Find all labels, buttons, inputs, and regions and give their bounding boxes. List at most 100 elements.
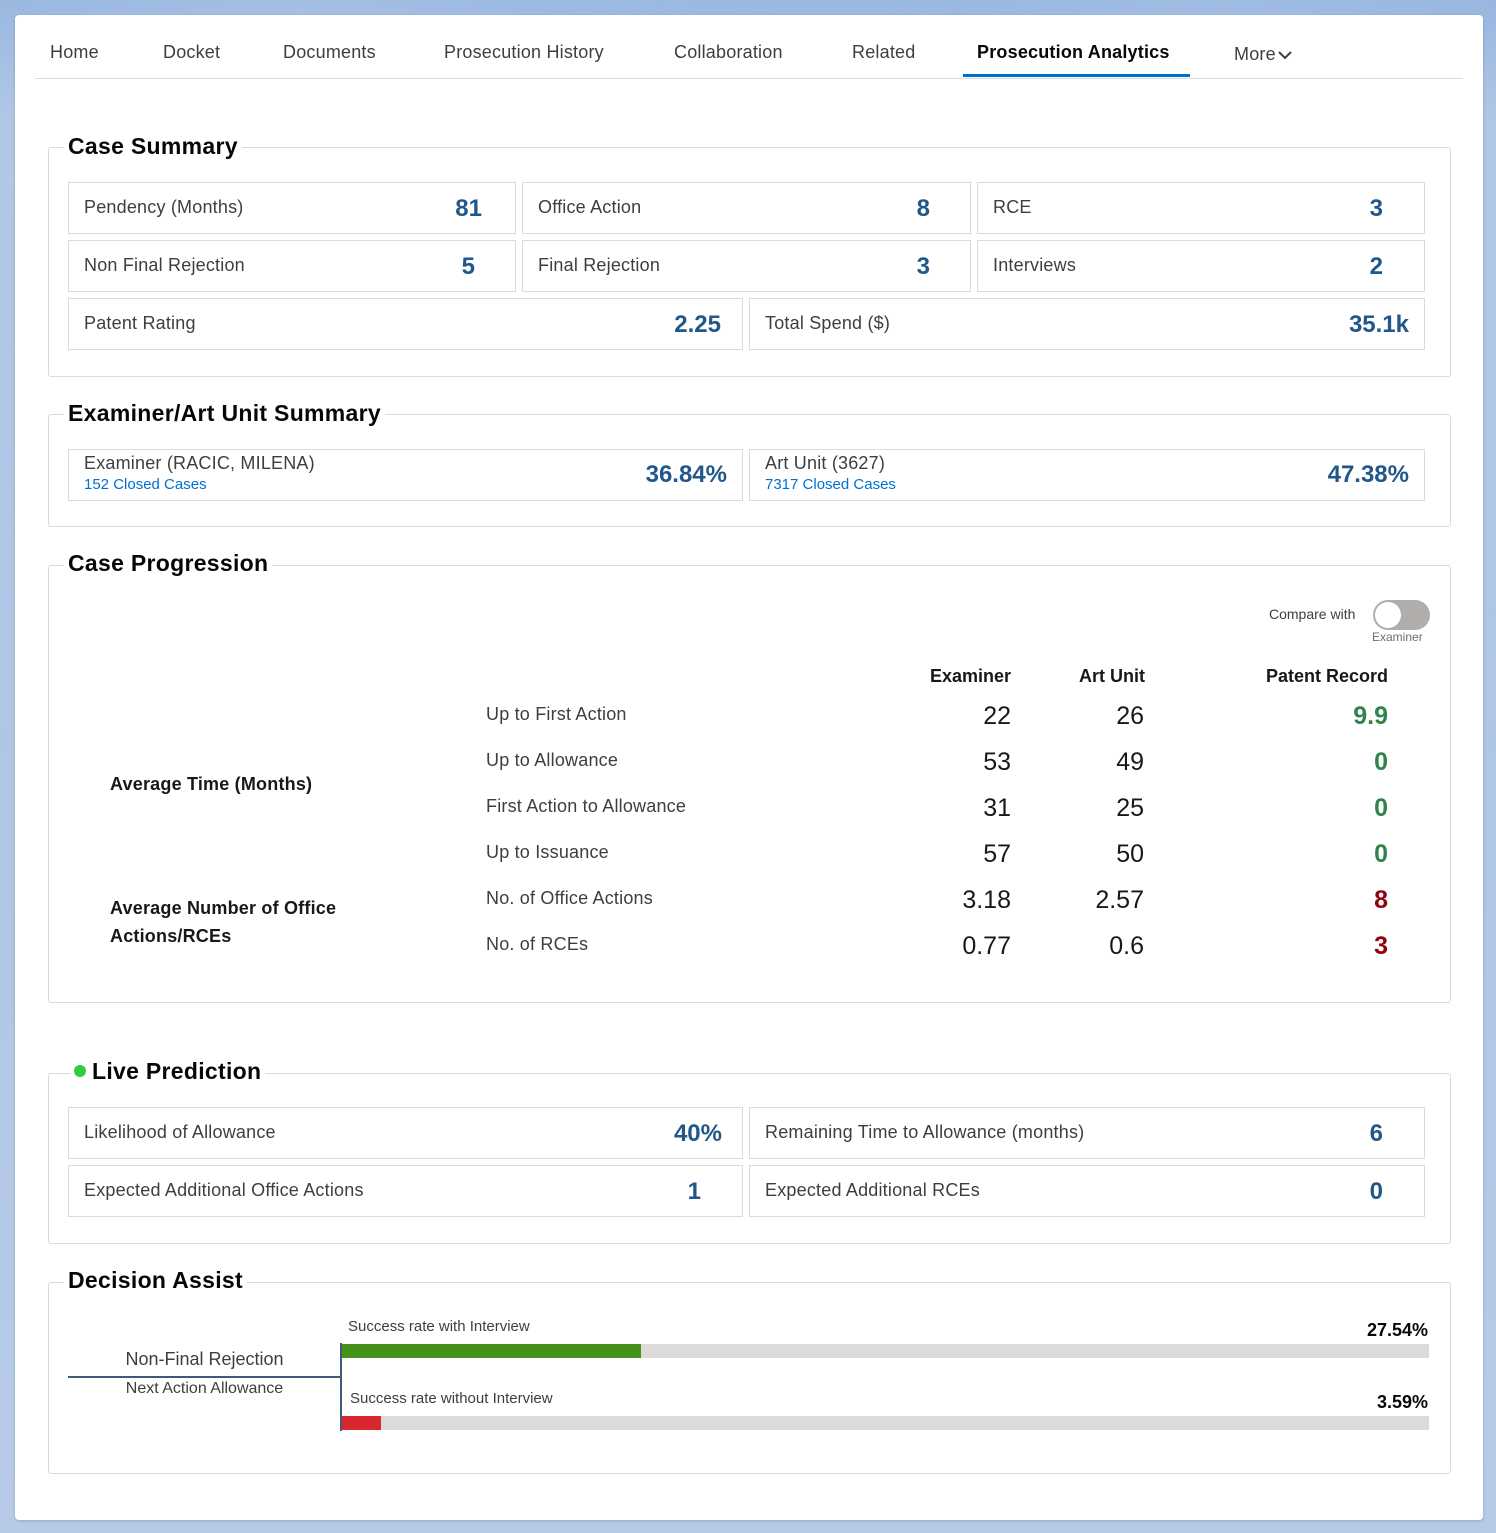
progression-art-unit-value: 50 xyxy=(1116,840,1144,868)
progression-examiner-value: 57 xyxy=(983,840,1011,868)
decision-assist-section xyxy=(48,1282,1451,1474)
stat-value: 2.25 xyxy=(674,311,721,338)
tab-prosecution-history[interactable]: Prosecution History xyxy=(444,42,604,62)
progression-row-label: No. of RCEs xyxy=(486,934,589,954)
progression-art-unit-value: 2.57 xyxy=(1095,886,1144,914)
examiner-summary-title: Examiner/Art Unit Summary xyxy=(64,400,385,427)
prediction-label: Expected Additional RCEs xyxy=(765,1180,980,1200)
progression-record-value: 0 xyxy=(1374,748,1388,776)
success-with-interview-value: 27.54% xyxy=(1366,1320,1428,1340)
tab-prosecution-analytics[interactable]: Prosecution Analytics xyxy=(977,42,1170,62)
tab-documents[interactable]: Documents xyxy=(283,42,376,62)
stat-value: 2 xyxy=(1369,253,1383,280)
stat-total-spend: Total Spend ($) 35.1k xyxy=(749,298,1425,350)
stat-pendency: Pendency (Months) 81 xyxy=(68,182,516,234)
case-summary-section xyxy=(48,147,1451,377)
case-progression-title: Case Progression xyxy=(64,550,273,577)
tab-more-label: More xyxy=(1234,44,1276,64)
col-header-art-unit: Art Unit xyxy=(1079,666,1145,686)
progression-examiner-value: 3.18 xyxy=(962,886,1011,914)
examiner-rate-value: 36.84% xyxy=(645,461,727,488)
live-prediction-header: Live Prediction xyxy=(70,1058,266,1085)
stat-office-action: Office Action 8 xyxy=(522,182,971,234)
col-header-examiner: Examiner xyxy=(929,666,1011,686)
tab-docket[interactable]: Docket xyxy=(163,42,221,62)
examiner-summary-section xyxy=(48,414,1451,527)
compare-with-toggle[interactable] xyxy=(1373,600,1430,630)
stat-interviews: Interviews 2 xyxy=(977,240,1425,292)
success-with-interview-bar xyxy=(342,1344,1429,1358)
record-page-card: Home Docket Documents Prosecution Histor… xyxy=(15,15,1483,1520)
tab-collaboration[interactable]: Collaboration xyxy=(674,42,783,62)
active-tab-indicator xyxy=(963,74,1190,77)
tab-related[interactable]: Related xyxy=(852,42,916,62)
progression-record-value: 9.9 xyxy=(1353,702,1388,730)
progression-art-unit-value: 26 xyxy=(1116,702,1144,730)
col-header-patent-record: Patent Record xyxy=(1265,666,1388,686)
prediction-likelihood: Likelihood of Allowance 40% xyxy=(68,1107,743,1159)
stat-label: Patent Rating xyxy=(84,313,196,333)
decision-case-state: Non-Final Rejection xyxy=(125,1349,284,1369)
success-without-interview-fill xyxy=(342,1416,382,1430)
live-prediction-section xyxy=(48,1073,1451,1244)
art-unit-label: Art Unit (3627) xyxy=(765,453,886,473)
success-with-interview-fill xyxy=(342,1344,642,1358)
stat-label: Interviews xyxy=(993,255,1077,275)
progression-art-unit-value: 25 xyxy=(1116,794,1144,822)
decision-next-action: Next Action Allowance xyxy=(125,1380,284,1397)
toggle-knob xyxy=(1375,602,1401,628)
tab-more[interactable]: More xyxy=(1234,44,1292,65)
prediction-value: 0 xyxy=(1369,1178,1383,1205)
live-prediction-title: Live Prediction xyxy=(92,1058,262,1084)
case-progression-section xyxy=(48,565,1451,1003)
success-without-interview-label: Success rate without Interview xyxy=(350,1390,553,1407)
progression-examiner-value: 22 xyxy=(983,702,1011,730)
progression-art-unit-value: 49 xyxy=(1116,748,1144,776)
stat-patent-rating: Patent Rating 2.25 xyxy=(68,298,743,350)
prediction-value: 6 xyxy=(1369,1120,1383,1147)
chevron-down-icon xyxy=(1278,51,1292,60)
examiner-label: Examiner (RACIC, MILENA) xyxy=(84,453,315,473)
stat-label: Final Rejection xyxy=(538,255,661,275)
group-label-average-time: Average Time (Months) xyxy=(110,774,313,794)
tab-bar: Home Docket Documents Prosecution Histor… xyxy=(35,15,1463,79)
progression-art-unit-value: 0.6 xyxy=(1109,932,1144,960)
stat-label: Pendency (Months) xyxy=(84,197,244,217)
tab-home[interactable]: Home xyxy=(50,42,99,62)
success-without-interview-value: 3.59% xyxy=(1376,1392,1428,1412)
decision-bracket-line xyxy=(340,1343,342,1431)
stat-value: 5 xyxy=(461,253,475,280)
prediction-value: 1 xyxy=(687,1178,701,1205)
stat-label: Office Action xyxy=(538,197,642,217)
stat-value: 35.1k xyxy=(1348,311,1409,338)
compare-with-sub-label: Examiner xyxy=(1372,630,1423,644)
progression-record-value: 0 xyxy=(1374,794,1388,822)
stat-label: RCE xyxy=(993,197,1032,217)
prediction-label: Remaining Time to Allowance (months) xyxy=(765,1122,1085,1142)
prediction-label: Likelihood of Allowance xyxy=(84,1122,276,1142)
progression-row-label: Up to Allowance xyxy=(486,750,619,770)
stat-value: 8 xyxy=(916,195,930,222)
progression-examiner-value: 31 xyxy=(983,794,1011,822)
prediction-additional-rces: Expected Additional RCEs 0 xyxy=(749,1165,1425,1217)
art-unit-closed-cases-link[interactable]: 7317 Closed Cases xyxy=(765,476,896,493)
stat-non-final-rejection: Non Final Rejection 5 xyxy=(68,240,516,292)
progression-examiner-value: 0.77 xyxy=(962,932,1011,960)
progression-record-value: 0 xyxy=(1374,840,1388,868)
stat-label: Non Final Rejection xyxy=(84,255,245,275)
examiner-rate-card: Examiner (RACIC, MILENA) 152 Closed Case… xyxy=(68,449,743,501)
progression-row-label: No. of Office Actions xyxy=(486,888,653,908)
live-status-dot xyxy=(74,1064,86,1077)
case-summary-title: Case Summary xyxy=(64,133,242,160)
progression-record-value: 3 xyxy=(1374,932,1388,960)
art-unit-rate-value: 47.38% xyxy=(1327,461,1409,488)
group-label-average-actions: Average Number of Office Actions/RCEs xyxy=(110,898,337,946)
prediction-value: 40% xyxy=(673,1120,722,1147)
examiner-closed-cases-link[interactable]: 152 Closed Cases xyxy=(84,476,207,493)
stat-value: 3 xyxy=(1369,195,1383,222)
decision-connector-line xyxy=(68,1376,341,1378)
stat-label: Total Spend ($) xyxy=(765,313,891,333)
prediction-additional-office-actions: Expected Additional Office Actions 1 xyxy=(68,1165,743,1217)
success-without-interview-bar xyxy=(342,1416,1429,1430)
stat-final-rejection: Final Rejection 3 xyxy=(522,240,971,292)
